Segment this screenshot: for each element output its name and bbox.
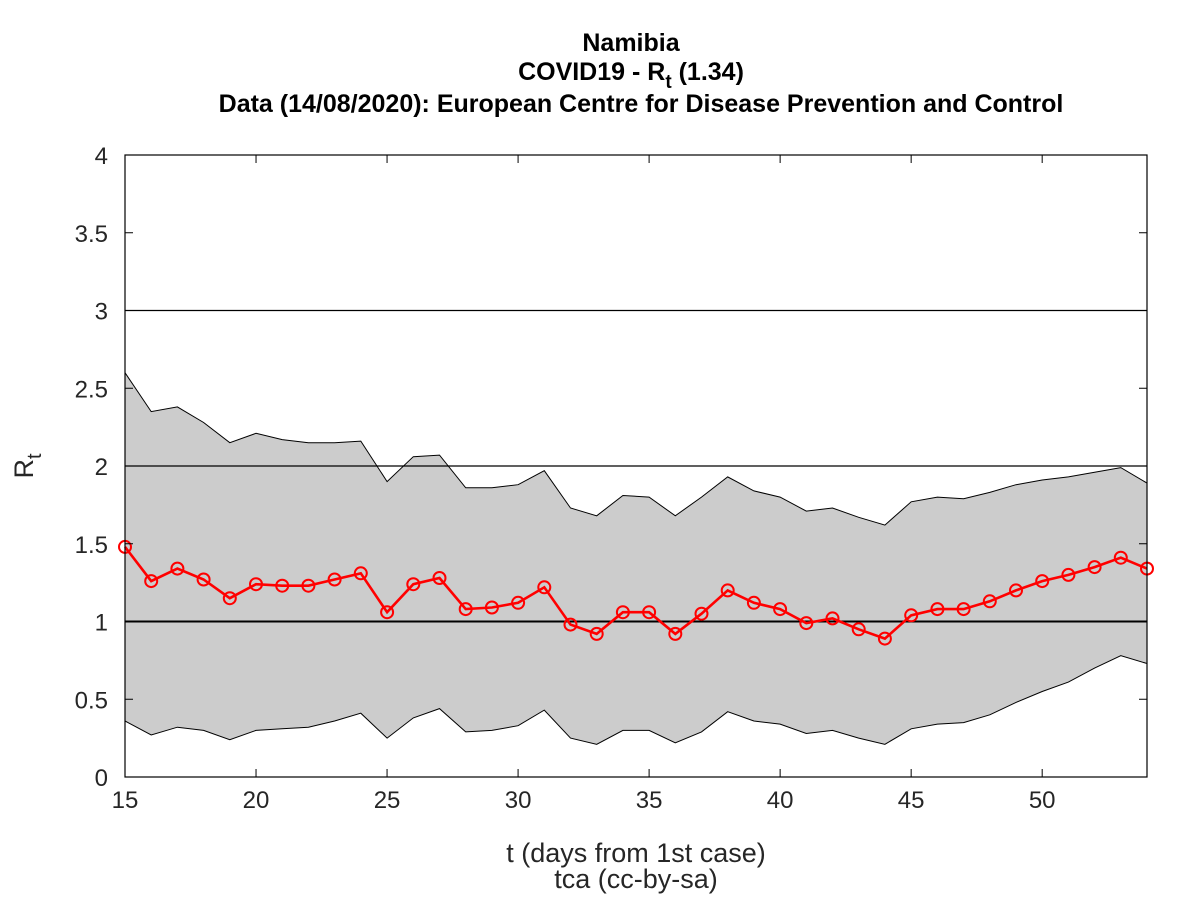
rt-point-24 (353, 566, 368, 581)
rt-point-20 (249, 577, 263, 592)
rt-point-39 (746, 595, 761, 610)
confidence-band-layer (124, 372, 1148, 745)
y-tick-label-1: 1 (95, 610, 108, 637)
y-tick-label-1-5: 1.5 (75, 532, 108, 559)
rt-point-40 (773, 602, 788, 617)
rt-point-36 (668, 626, 683, 641)
rt-point-49 (1009, 583, 1023, 598)
y-tick-label-3-5: 3.5 (75, 221, 108, 248)
rt-point-48 (982, 594, 997, 609)
y-tick-label-2: 2 (95, 454, 108, 481)
chart-title-country: Namibia (582, 29, 680, 57)
rt-point-31 (537, 580, 552, 595)
chart-title-metric: COVID19 - Rt (1.34) (518, 58, 744, 93)
rt-point-18 (196, 572, 211, 587)
x-tick-label-40: 40 (767, 787, 794, 814)
rt-point-27 (432, 571, 447, 585)
rt-point-33 (589, 626, 604, 641)
rt-point-29 (484, 600, 499, 615)
rt-point-32 (563, 617, 578, 632)
rt-point-25 (380, 605, 395, 620)
rt-point-45 (904, 608, 919, 623)
rt-point-21 (275, 578, 290, 593)
rt-point-43 (851, 622, 866, 637)
reference-lines-layer (125, 309, 1147, 623)
y-tick-label-4: 4 (95, 143, 108, 170)
confidence-band-upper-line (124, 372, 1148, 526)
rt-point-51 (1061, 567, 1076, 582)
x-tick-label-15: 15 (112, 787, 139, 814)
y-tick-label-0-5: 0.5 (75, 687, 108, 714)
ticks-layer: 15 20 25 30 35 40 45 50 0 0.5 1 1.5 2 2.5 3 3.5 4 (75, 143, 1147, 814)
x-tick-label-30: 30 (505, 787, 532, 814)
y-tick-label-0: 0 (95, 765, 108, 792)
rt-point-42 (825, 611, 840, 626)
rt-point-19 (222, 591, 237, 606)
x-axis-label: t (days from 1st case) (506, 838, 766, 868)
x-tick-label-35: 35 (636, 787, 663, 814)
rt-point-26 (406, 577, 421, 592)
rt-point-28 (458, 602, 473, 617)
rt-point-35 (642, 605, 657, 620)
rt-point-22 (301, 578, 316, 593)
x-tick-label-25: 25 (374, 787, 401, 814)
chart-title-metric-value: (1.34) (672, 58, 744, 86)
y-tick-label-2-5: 2.5 (75, 376, 108, 403)
rt-point-47 (956, 602, 971, 617)
confidence-band-lower-line (124, 655, 1148, 745)
rt-point-53 (1113, 550, 1128, 565)
rt-series-layer (118, 539, 1154, 646)
rt-series-line (123, 546, 1148, 641)
rt-point-44 (877, 631, 892, 646)
rt-point-16 (144, 574, 159, 589)
chart-title-metric-main: COVID19 - R (518, 58, 665, 86)
x-tick-label-45: 45 (898, 787, 925, 814)
chart-title-source: Data (14/08/2020): European Centre for D… (219, 90, 1064, 118)
y-axis-label-sub: t (24, 453, 46, 459)
chart-title-metric-sub: t (665, 72, 672, 93)
rt-point-50 (1035, 574, 1050, 589)
y-axis-label: Rt (9, 453, 46, 479)
x-tick-label-20: 20 (243, 787, 270, 814)
rt-point-17 (170, 561, 185, 576)
rt-point-52 (1087, 560, 1102, 575)
credit-label: tca (cc-by-sa) (554, 864, 718, 894)
rt-point-23 (327, 572, 342, 587)
rt-point-46 (930, 602, 945, 617)
confidence-band-area (125, 372, 1147, 745)
rt-point-37 (694, 606, 709, 621)
x-tick-label-50: 50 (1029, 787, 1056, 814)
rt-point-34 (615, 605, 630, 620)
rt-point-38 (720, 583, 735, 598)
rt-point-30 (511, 595, 526, 610)
y-tick-label-3: 3 (95, 299, 108, 326)
y-axis-label-main: R (9, 459, 39, 479)
rt-point-41 (799, 616, 814, 631)
